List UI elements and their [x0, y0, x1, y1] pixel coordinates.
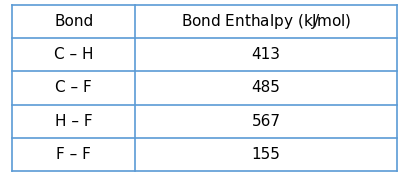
Text: 155: 155: [252, 147, 281, 162]
Text: C – H: C – H: [54, 47, 94, 62]
Text: Bond: Bond: [54, 14, 93, 29]
Text: Bond Enthalpy (kJ$\!/\!$mol): Bond Enthalpy (kJ$\!/\!$mol): [181, 12, 351, 31]
Text: 413: 413: [252, 47, 281, 62]
Text: 567: 567: [252, 114, 281, 129]
Text: 485: 485: [252, 80, 281, 96]
Text: C – F: C – F: [55, 80, 92, 96]
Text: H – F: H – F: [55, 114, 92, 129]
Text: F – F: F – F: [56, 147, 91, 162]
